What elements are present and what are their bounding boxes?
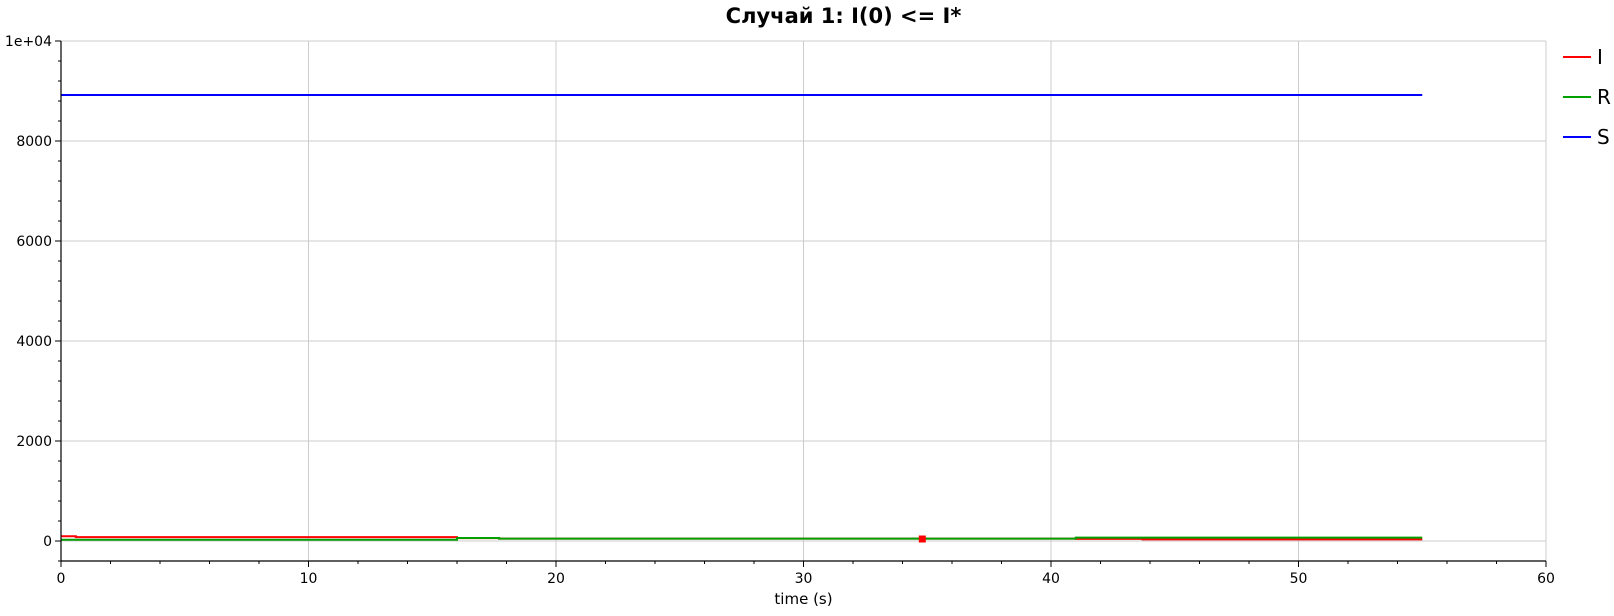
y-tick-label: 2000 [16,434,52,450]
x-axis-label: time (s) [774,590,832,608]
x-tick-label: 50 [1290,571,1308,587]
y-tick-label: 1e+04 [5,34,52,50]
chart-title: Случай 1: I(0) <= I* [726,4,962,28]
y-tick-label: 4000 [16,334,52,350]
x-tick-label: 20 [547,571,565,587]
y-tick-label: 0 [43,534,52,550]
legend: IRS [1563,45,1611,149]
x-tick-label: 10 [300,571,318,587]
y-tick-label: 6000 [16,234,52,250]
legend-label-I: I [1597,45,1603,69]
legend-label-R: R [1597,85,1611,109]
y-tick-label: 8000 [16,134,52,150]
axes: 0 10 20 30 40 50 60 0 2000 4000 6000 8000 1e+04 [5,34,1555,587]
data-point-marker [918,535,926,543]
x-tick-label: 60 [1537,571,1555,587]
x-tick-label: 40 [1042,571,1060,587]
x-tick-label: 0 [57,571,66,587]
grid [61,40,1547,561]
x-tick-label: 30 [795,571,813,587]
legend-label-S: S [1597,125,1610,149]
series-line-R [61,536,1423,541]
series-lines [61,94,1423,543]
